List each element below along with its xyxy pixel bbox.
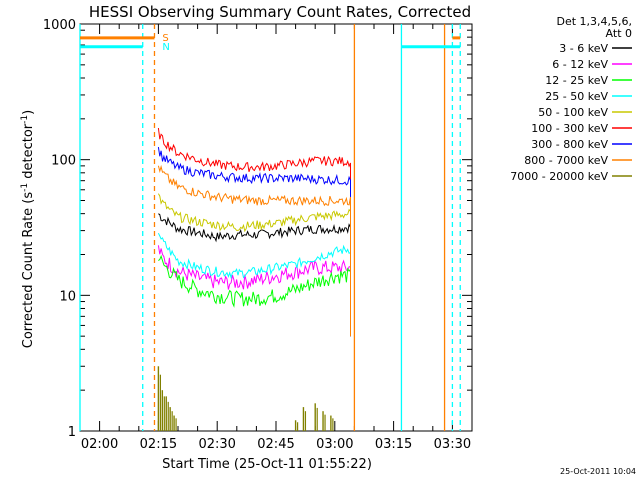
series-6-to-12keV-group	[157, 245, 351, 337]
series-50-to-100keV-group	[157, 193, 351, 337]
x-tick-label: 02:15	[140, 437, 177, 452]
legend-header: Det 1,3,4,5,6,	[556, 15, 632, 28]
legend: Det 1,3,4,5,6,Att 0 3 - 6 keV 6 - 12 keV 12…	[510, 15, 632, 183]
y-tick-label: 10	[59, 289, 76, 304]
flag-label: N	[162, 42, 169, 53]
x-tick-label: 02:30	[198, 437, 235, 452]
x-tick-label: 03:00	[316, 437, 353, 452]
x-tick-label: 03:30	[434, 437, 471, 452]
legend-entry-label: 25 - 50 keV	[545, 90, 608, 103]
x-axis-label: Start Time (25-Oct-11 01:55:22)	[162, 457, 372, 472]
series-line	[158, 213, 351, 337]
series-100-to-300keV-group	[157, 127, 351, 337]
series-line	[157, 164, 351, 337]
series-7000-to-20000keV-group	[157, 366, 334, 431]
series-300-to-800keV-group	[157, 147, 351, 337]
y-tick-label: 1000	[43, 18, 76, 33]
legend-entry-label: 3 - 6 keV	[559, 42, 608, 55]
plot-frame	[79, 23, 473, 432]
y-axis-label-part: Corrected Count Rate (s	[21, 192, 36, 349]
chart-title: HESSI Observing Summary Count Rates, Cor…	[89, 3, 471, 21]
series-12-to-25keV-group	[158, 254, 351, 337]
timestamp: 25-Oct-2011 10:04	[560, 467, 636, 476]
plot-area: 1 10 100 1000 02:00 02:15 02:30 02:45 03:00 03:15…	[43, 18, 473, 452]
series-line	[157, 232, 351, 337]
legend-entry-label: 6 - 12 keV	[552, 58, 608, 71]
y-tick-label: 1	[68, 425, 76, 440]
series-line	[157, 127, 351, 337]
series-800-to-7000keV-group	[157, 164, 351, 337]
legend-entry-label: 50 - 100 keV	[538, 106, 608, 119]
legend-entry-label: 800 - 7000 keV	[524, 154, 608, 167]
x-tick-label: 02:45	[257, 437, 294, 452]
legend-entry-label: 300 - 800 keV	[531, 138, 608, 151]
series-line	[157, 147, 351, 337]
y-axis-label-part: )	[21, 110, 36, 115]
series-line	[158, 254, 351, 337]
legend-entry-label: 100 - 300 keV	[531, 122, 608, 135]
series-3-to-6keV-group	[158, 213, 351, 337]
y-axis-label-part: -1	[20, 183, 30, 192]
y-tick-label: 100	[51, 154, 76, 169]
series-line	[157, 193, 351, 337]
flag-label: S	[162, 33, 168, 44]
legend-entry-label: 12 - 25 keV	[545, 74, 608, 87]
y-axis-label-part: detector	[21, 123, 36, 183]
legend-entry-label: 7000 - 20000 keV	[510, 170, 608, 183]
series-line	[157, 245, 351, 337]
series-25-to-50keV-group	[157, 232, 351, 337]
legend-header: Att 0	[606, 27, 632, 40]
y-axis-label: Corrected Count Rate (s-1 detector-1)	[20, 110, 36, 348]
x-tick-label: 03:15	[375, 437, 412, 452]
x-tick-label: 02:00	[81, 437, 118, 452]
y-axis-label-part: -1	[20, 115, 30, 124]
